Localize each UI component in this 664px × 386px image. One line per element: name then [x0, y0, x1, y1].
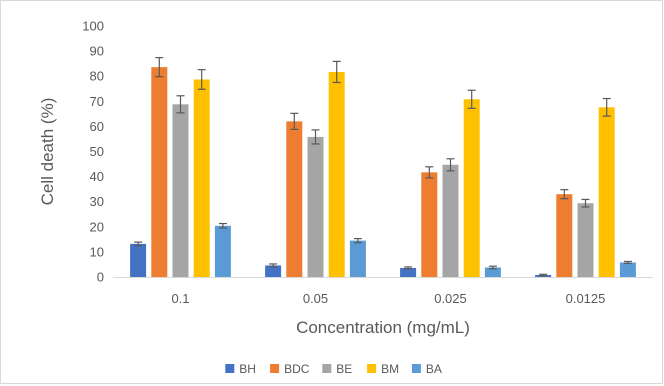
legend-item-bm: BM — [367, 362, 399, 376]
error-bar-bh-1 — [269, 263, 278, 268]
bar-be-0 — [172, 104, 189, 277]
error-bar-bdc-1 — [290, 112, 299, 131]
legend-swatch — [367, 364, 377, 373]
bar-bm-2 — [463, 99, 480, 278]
x-axis-title: Concentration (mg/mL) — [296, 318, 470, 337]
bar-bdc-1 — [286, 121, 303, 277]
bar-bm-3 — [598, 107, 615, 277]
bar-be-3 — [577, 203, 594, 277]
error-bar-be-3 — [581, 198, 590, 208]
y-tick-label: 10 — [90, 244, 104, 259]
x-tick-label: 0.05 — [303, 291, 328, 306]
y-tick-label: 30 — [90, 194, 104, 209]
legend-label: BDC — [284, 362, 310, 376]
error-bar-bm-2 — [467, 89, 476, 109]
bar-bh-2 — [400, 267, 417, 277]
bar-ba-0 — [214, 225, 231, 277]
legend: BH BDC BE BM BA — [225, 362, 442, 376]
error-bar-bm-1 — [332, 60, 341, 84]
error-bar-be-2 — [446, 158, 455, 172]
x-axis-ticks: 0.1 0.05 0.025 0.0125 — [171, 291, 605, 306]
legend-item-be: BE — [322, 362, 352, 376]
error-bar-bh-2 — [404, 266, 413, 270]
bar-bm-0 — [193, 79, 210, 277]
legend-label: BE — [336, 362, 352, 376]
y-tick-label: 40 — [90, 169, 104, 184]
error-bar-bm-0 — [197, 69, 206, 90]
bar-ba-2 — [484, 267, 501, 277]
legend-swatch — [225, 364, 235, 373]
legend-item-bdc: BDC — [270, 362, 310, 376]
y-tick-label: 70 — [90, 94, 104, 109]
y-tick-label: 50 — [90, 144, 104, 159]
legend-label: BH — [239, 362, 256, 376]
error-bar-ba-1 — [353, 237, 362, 244]
bar-be-1 — [307, 136, 324, 277]
bar-bm-1 — [328, 71, 345, 277]
error-bar-bdc-2 — [425, 166, 434, 179]
error-bar-bm-3 — [602, 97, 611, 117]
legend-item-bh: BH — [225, 362, 256, 376]
bar-bdc-2 — [421, 172, 438, 277]
y-tick-label: 80 — [90, 69, 104, 84]
y-axis-ticks: 0 10 20 30 40 50 60 70 80 90 100 — [82, 19, 104, 285]
error-bar-bdc-0 — [155, 57, 164, 78]
bar-ba-1 — [349, 240, 366, 277]
error-bar-bdc-3 — [560, 189, 569, 200]
error-bar-bh-3 — [539, 273, 548, 277]
error-bar-ba-2 — [488, 265, 497, 270]
legend-label: BM — [381, 362, 399, 376]
bar-bh-1 — [265, 265, 282, 277]
error-bar-ba-3 — [623, 260, 632, 265]
error-bars — [134, 57, 632, 277]
bar-ba-3 — [619, 262, 636, 277]
y-tick-label: 60 — [90, 119, 104, 134]
bar-series — [130, 67, 636, 278]
x-tick-label: 0.025 — [434, 291, 467, 306]
x-tick-label: 0.0125 — [566, 291, 606, 306]
error-bar-ba-0 — [218, 222, 227, 229]
y-tick-label: 20 — [90, 219, 104, 234]
y-tick-label: 100 — [82, 19, 104, 34]
bar-be-2 — [442, 164, 459, 277]
bar-bh-0 — [130, 243, 147, 277]
error-bar-be-0 — [176, 95, 185, 114]
bar-bdc-3 — [556, 194, 573, 277]
legend-swatch — [411, 364, 421, 373]
legend-swatch — [322, 364, 332, 373]
y-tick-label: 0 — [97, 270, 104, 285]
y-tick-label: 90 — [90, 44, 104, 59]
y-axis-title: Cell death (%) — [38, 98, 57, 206]
bar-bdc-0 — [151, 67, 168, 277]
legend-item-ba: BA — [411, 362, 442, 376]
legend-swatch — [270, 364, 280, 373]
legend-label: BA — [426, 362, 442, 376]
x-tick-label: 0.1 — [171, 291, 189, 306]
error-bar-be-1 — [311, 129, 320, 145]
error-bar-bh-0 — [134, 241, 143, 247]
